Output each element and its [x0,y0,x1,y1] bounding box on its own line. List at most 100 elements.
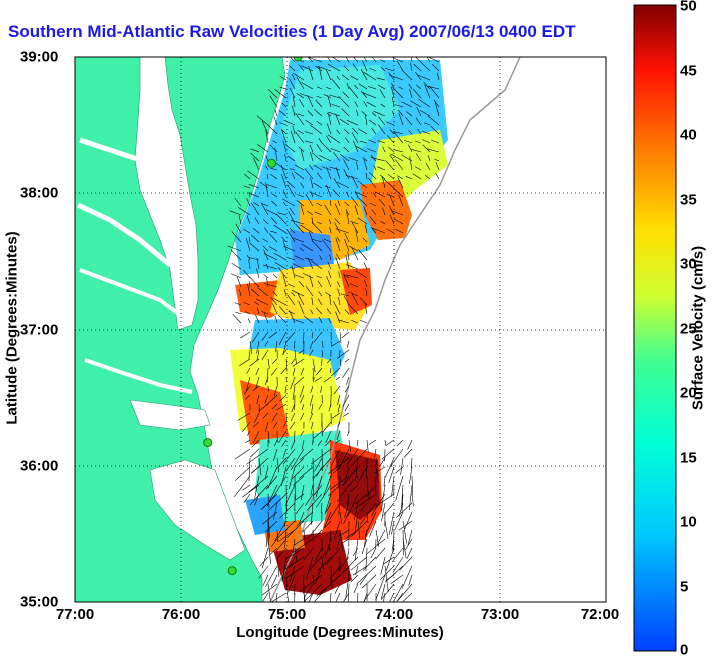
velocity-arrow [254,475,260,499]
velocity-arrow [253,227,260,234]
velocity-arrow [289,208,296,216]
velocity-arrow [289,556,296,569]
velocity-arrow [312,367,315,380]
velocity-arrow [402,70,413,81]
velocity-arrow [294,349,297,364]
velocity-arrow [282,198,296,207]
velocity-arrow [293,475,305,486]
velocity-arrow [275,262,287,270]
velocity-arrow [281,102,287,108]
velocity-arrow [295,131,305,144]
velocity-arrow [294,457,305,468]
velocity-arrow [289,421,296,430]
velocity-arrow [293,538,305,546]
velocity-arrow [390,86,395,99]
velocity-arrow [289,309,296,324]
velocity-arrow [244,311,251,315]
velocity-arrow [262,592,269,602]
velocity-arrow [276,403,287,411]
radar-station-marker [203,438,213,448]
velocity-arrow [268,233,278,243]
radar-station-marker [293,57,303,62]
velocity-arrow [351,293,359,306]
velocity-arrow [313,164,323,171]
velocity-arrow [369,67,377,72]
velocity-arrow [271,412,278,422]
velocity-arrow [303,547,314,561]
velocity-arrow [295,223,305,234]
velocity-arrow [379,59,386,63]
velocity-arrow [291,318,305,324]
velocity-arrow [266,277,269,288]
velocity-arrow [230,273,242,279]
velocity-arrow [391,82,395,90]
velocity-arrow [420,61,431,72]
velocity-arrow [246,198,251,207]
velocity-arrow [355,493,368,505]
velocity-arrow [303,331,305,344]
velocity-arrow [237,412,251,421]
velocity-arrow [410,457,413,469]
velocity-arrow [415,71,422,81]
velocity-arrow [348,475,359,487]
velocity-arrow [271,358,278,365]
velocity-arrow [300,448,314,460]
velocity-arrow [283,556,305,571]
velocity-arrow [335,228,350,234]
velocity-arrow [299,93,314,99]
velocity-arrow [344,201,350,207]
velocity-arrow [325,430,332,444]
velocity-arrow [357,217,368,225]
velocity-arrow [306,556,314,580]
velocity-arrow [258,565,269,579]
velocity-arrow [237,207,251,216]
velocity-arrow [325,502,332,514]
velocity-arrow [426,85,440,90]
velocity-arrow [276,547,287,559]
velocity-arrow [234,466,251,481]
velocity-arrow [392,57,395,63]
velocity-arrow [292,358,305,367]
velocity-arrow [299,99,305,108]
velocity-arrow [394,511,404,530]
velocity-arrow [346,340,350,348]
velocity-arrow [270,297,278,306]
velocity-arrow [265,165,269,171]
velocity-arrow [278,331,287,345]
velocity-arrow [379,457,386,467]
velocity-arrow [246,215,251,225]
velocity-arrow [296,200,305,207]
velocity-arrow [343,146,350,153]
velocity-arrow [252,421,260,428]
velocity-arrow [398,520,413,531]
velocity-arrow [413,63,422,72]
velocity-arrow [339,529,343,552]
velocity-arrow [282,240,287,252]
velocity-arrow [294,274,305,279]
velocity-arrow [304,257,314,261]
velocity-arrow [383,592,386,602]
velocity-arrow [341,538,350,545]
velocity-arrow [354,101,359,108]
velocity-arrow [303,529,306,540]
velocity-arrow [331,412,341,419]
velocity-arrow [411,475,414,495]
bathymetry-contour [269,57,521,602]
velocity-arrow [291,358,296,365]
velocity-arrow [335,113,341,126]
velocity-arrow [331,57,341,63]
velocity-arrow [364,114,368,126]
velocity-arrow [343,65,350,72]
velocity-arrow [355,565,359,576]
velocity-arrow [434,158,440,162]
velocity-arrow [385,160,395,171]
velocity-arrow [398,86,404,90]
velocity-arrow [251,234,260,243]
velocity-arrow [316,172,323,180]
velocity-arrow [356,162,359,171]
velocity-arrow [346,376,350,385]
velocity-arrow [300,430,305,437]
velocity-arrow [314,376,323,382]
velocity-arrow [331,78,341,90]
velocity-arrow [333,301,341,315]
